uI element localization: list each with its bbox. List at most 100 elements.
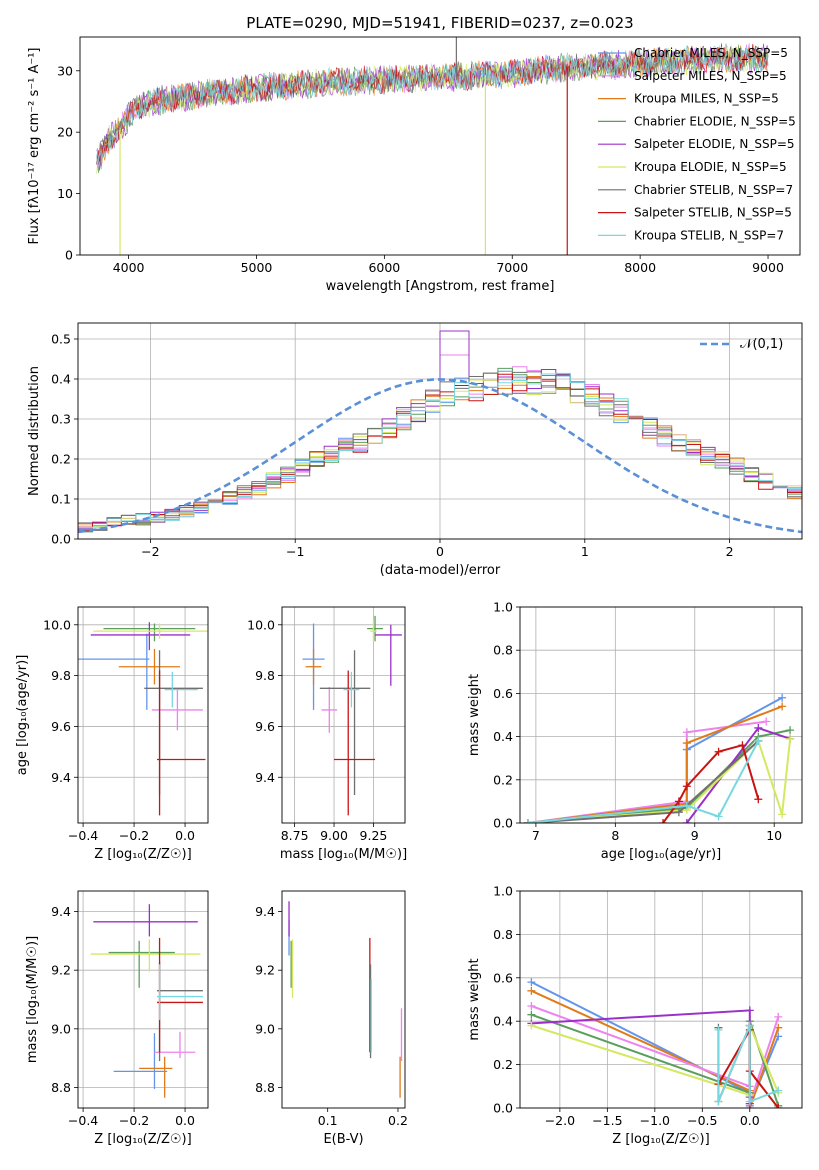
point-salpeter-elodie bbox=[90, 622, 191, 651]
error-bars bbox=[288, 901, 403, 1098]
y-tick-label: 0.4 bbox=[493, 1014, 513, 1029]
x-tick-label: 0.1 bbox=[318, 1113, 338, 1128]
error-bars bbox=[90, 904, 203, 1098]
y-tick-label: 10.0 bbox=[247, 617, 275, 632]
series-salpeter-stelib bbox=[658, 741, 763, 823]
point-kroupa-stelib bbox=[164, 671, 198, 708]
y-tick-label: 10 bbox=[57, 186, 73, 201]
y-tick-label: 9.6 bbox=[255, 719, 275, 734]
legend-entry: Chabrier MILES, N_SSP=5 bbox=[634, 46, 788, 60]
x-tick-label: 8.75 bbox=[281, 828, 309, 843]
x-tick-label: 5000 bbox=[241, 260, 273, 275]
x-axis-label: mass [log₁₀(M/M☉)] bbox=[280, 847, 407, 862]
series-line bbox=[662, 743, 760, 823]
point-salpeter-elodie bbox=[93, 904, 198, 937]
y-axis-label: age [log₁₀(age/yr)] bbox=[15, 655, 30, 776]
panel-mass-vs-ebv: 0.1 0.2 8.8 9.0 9.2 9.4 E(B-V) bbox=[255, 890, 408, 1147]
series-marker bbox=[786, 734, 795, 743]
y-axis-label: mass [log₁₀(M/M☉)] bbox=[25, 936, 40, 1063]
y-tick-label: 9.0 bbox=[51, 1021, 71, 1036]
y-axis-label: mass weight bbox=[467, 674, 482, 756]
plot-frame bbox=[79, 36, 801, 256]
point-kroupa-elodie bbox=[93, 623, 208, 639]
panel-residuals: −2 −1 0 1 2 0.0 0.1 0.2 0.3 0.4 0.5 (data-model)/er… bbox=[27, 322, 803, 578]
x-tick-label: 0.0 bbox=[175, 1113, 195, 1128]
spectrum-salpeter-stelib bbox=[96, 43, 769, 162]
plot-frame bbox=[77, 890, 209, 1109]
x-tick-label: 9000 bbox=[752, 260, 784, 275]
y-tick-label: 0.4 bbox=[493, 729, 513, 744]
y-tick-label: 8.8 bbox=[51, 1080, 71, 1095]
y-tick-label: 9.4 bbox=[51, 904, 71, 919]
x-tick-label: 9.00 bbox=[320, 828, 348, 843]
panel-massweight-vs-z: −2.0 −1.5 −1.0 −0.5 0.0 0.0 0.2 0.4 0.6 0.8 1.0 Z [… bbox=[467, 884, 803, 1147]
series-marker bbox=[762, 717, 771, 726]
y-tick-label: 8.8 bbox=[255, 1080, 275, 1095]
point-salpeter-elodie bbox=[375, 624, 402, 686]
weight-lines bbox=[523, 693, 795, 823]
legend-entry: Chabrier STELIB, N_SSP=7 bbox=[634, 183, 793, 197]
series-marker bbox=[745, 1021, 754, 1030]
series-marker bbox=[527, 1002, 536, 1011]
y-tick-label: 9.4 bbox=[255, 904, 275, 919]
y-tick-label: 0.4 bbox=[51, 372, 71, 387]
x-tick-label: 0 bbox=[436, 544, 444, 559]
x-tick-label: 0.0 bbox=[175, 828, 195, 843]
point-chabrier-miles bbox=[78, 633, 150, 710]
panel-spectrum: 4000 5000 6000 7000 8000 9000 0 10 20 30 wavelengt… bbox=[27, 36, 801, 294]
y-tick-label: 9.4 bbox=[255, 770, 275, 785]
y-tick-label: 0.0 bbox=[51, 532, 71, 547]
weight-lines bbox=[527, 978, 783, 1108]
legend-entry: 𝒩(0,1) bbox=[740, 337, 783, 352]
point-kroupa-elodie bbox=[370, 620, 377, 642]
series-marker bbox=[738, 741, 747, 750]
x-axis-label: wavelength [Angstrom, rest frame] bbox=[326, 279, 555, 294]
x-tick-label: −0.4 bbox=[68, 1113, 98, 1128]
normal-curve bbox=[78, 378, 802, 534]
y-tick-label: 30 bbox=[57, 63, 73, 78]
legend-entry: Salpeter ELODIE, N_SSP=5 bbox=[634, 137, 795, 151]
x-tick-label: 9.25 bbox=[360, 828, 388, 843]
x-axis-label: Z [log₁₀(Z/Z☉)] bbox=[94, 847, 191, 862]
plot-frame bbox=[281, 890, 406, 1109]
series-kroupa-stelib bbox=[523, 736, 763, 823]
x-tick-label: 7 bbox=[532, 828, 540, 843]
y-tick-label: 9.8 bbox=[255, 668, 275, 683]
panel-mass-vs-z: −0.4 −0.2 0.0 8.8 9.0 9.2 9.4 Z [log₁₀(Z/Z☉)] ma… bbox=[25, 890, 209, 1147]
legend-entry: Kroupa STELIB, N_SSP=7 bbox=[634, 228, 784, 242]
x-axis-label: (data-model)/error bbox=[380, 563, 501, 578]
point-kroupa-elodie bbox=[90, 939, 201, 972]
point-kroupa-miles bbox=[305, 648, 322, 685]
y-tick-label: 9.8 bbox=[51, 668, 71, 683]
series-marker bbox=[754, 795, 763, 804]
error-bars bbox=[78, 622, 208, 816]
x-tick-label: 0.0 bbox=[740, 1113, 760, 1128]
figure-title: PLATE=0290, MJD=51941, FIBERID=0237, z=0… bbox=[246, 14, 633, 32]
point-salpeter-miles bbox=[151, 689, 203, 731]
series-marker bbox=[523, 819, 532, 823]
y-tick-label: 9.6 bbox=[51, 719, 71, 734]
x-axis-label: age [log₁₀(age/yr)] bbox=[601, 847, 722, 862]
series-line bbox=[527, 705, 783, 823]
x-tick-label: −0.2 bbox=[119, 828, 149, 843]
legend-entry: Chabrier ELODIE, N_SSP=5 bbox=[634, 114, 796, 128]
point-chabrier-elodie bbox=[108, 940, 175, 988]
legend-entry: Salpeter STELIB, N_SSP=5 bbox=[634, 206, 792, 220]
series-marker bbox=[658, 819, 667, 823]
series-marker bbox=[682, 801, 691, 810]
panel-massweight-vs-age: 7 8 9 10 0.0 0.2 0.4 0.6 0.8 1.0 age [log₁₀(age/yr… bbox=[467, 600, 803, 862]
series-marker bbox=[674, 797, 683, 806]
y-tick-label: 0.2 bbox=[51, 452, 71, 467]
x-tick-label: −1.5 bbox=[592, 1113, 622, 1128]
panel-age-vs-mass: 8.75 9.00 9.25 9.4 9.6 9.8 10.0 mass [log₁₀(M/M… bbox=[247, 606, 407, 862]
series-marker bbox=[682, 728, 691, 737]
spectrum-curves bbox=[96, 37, 769, 255]
series-marker bbox=[778, 702, 787, 711]
series-line bbox=[527, 696, 783, 823]
plot-frame bbox=[281, 606, 406, 824]
point-kroupa-stelib bbox=[157, 964, 203, 1021]
plot-frame bbox=[77, 322, 803, 540]
series-marker bbox=[774, 1086, 783, 1095]
y-tick-label: 9.2 bbox=[51, 963, 71, 978]
